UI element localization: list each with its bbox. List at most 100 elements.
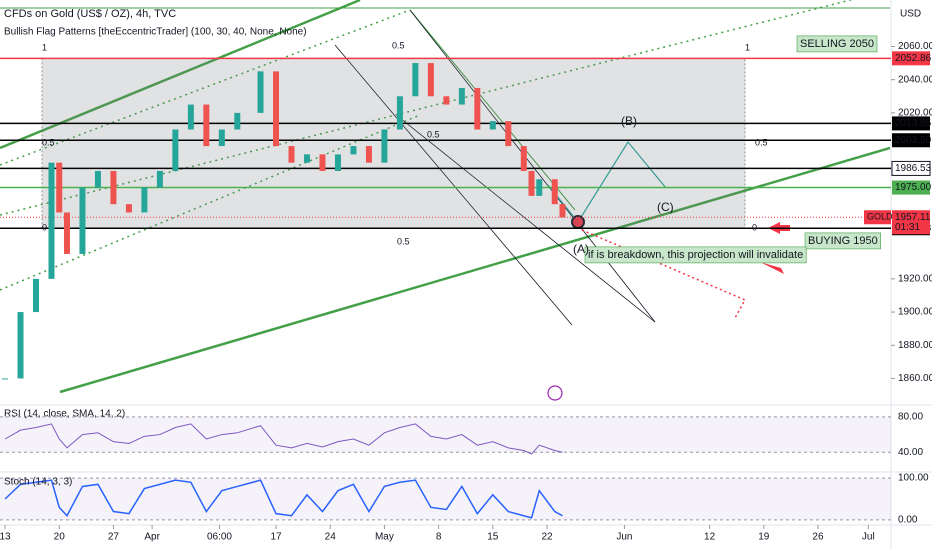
candle bbox=[381, 129, 388, 163]
x-tick-label: 19 bbox=[758, 532, 770, 543]
invalid-path bbox=[581, 229, 747, 319]
candle bbox=[520, 146, 527, 171]
candle bbox=[203, 104, 210, 147]
candle bbox=[33, 278, 40, 313]
chart-title: CFDs on Gold (US$ / OZ), 4h, TVC bbox=[4, 8, 176, 20]
wave-label: 0.5 bbox=[397, 236, 410, 246]
x-tick-label: 12 bbox=[704, 532, 716, 543]
candle bbox=[365, 146, 372, 163]
symbol: GOLD bbox=[867, 212, 893, 222]
annotation: SELLING 2050 bbox=[800, 38, 874, 50]
candle bbox=[218, 129, 225, 147]
x-tick-label: Apr bbox=[144, 532, 160, 543]
candle bbox=[48, 162, 55, 279]
candle bbox=[303, 154, 310, 163]
pane-band bbox=[0, 416, 891, 453]
arrow-line bbox=[409, 9, 656, 323]
annotation-box bbox=[796, 35, 878, 53]
candle bbox=[257, 71, 264, 113]
y-tick-label: 1900.00 bbox=[898, 307, 932, 318]
price-label-box bbox=[892, 51, 930, 66]
annotation-box bbox=[804, 232, 882, 250]
candle bbox=[551, 179, 558, 205]
channel-bottom bbox=[59, 146, 891, 394]
flag-box bbox=[41, 58, 746, 229]
y-tick-label: 2060.00 bbox=[898, 41, 932, 52]
y-tick-label: 100.00 bbox=[898, 473, 929, 484]
projection bbox=[577, 140, 667, 223]
wave-label: (C) bbox=[657, 200, 674, 214]
y-tick-label: 2020.00 bbox=[898, 108, 932, 119]
x-tick-label: 06:00 bbox=[207, 532, 232, 543]
rsi-line bbox=[4, 423, 563, 455]
candle bbox=[273, 71, 280, 147]
price-label-box bbox=[892, 116, 930, 131]
candle bbox=[412, 63, 419, 97]
candle bbox=[427, 63, 434, 97]
arrow-icon bbox=[760, 262, 784, 274]
price-label: 2013.65 bbox=[895, 118, 932, 129]
y-tick-label: 1860.00 bbox=[898, 373, 932, 384]
arrow-line bbox=[399, 117, 656, 323]
x-tick-label: 20 bbox=[54, 532, 66, 543]
candle bbox=[17, 312, 24, 379]
wave-label: 0.5 bbox=[42, 137, 55, 147]
stoch-name: Stoch (14, 3, 3) bbox=[4, 477, 72, 488]
candle bbox=[172, 129, 179, 171]
wave-label: 0.5 bbox=[427, 129, 440, 139]
last-price: 1957.11 bbox=[895, 212, 931, 223]
price-label: 1975.00 bbox=[895, 182, 932, 193]
x-tick-label: 26 bbox=[812, 532, 824, 543]
wave-label: 0 bbox=[752, 222, 757, 232]
x-tick-label: 27 bbox=[108, 532, 120, 543]
indicator-title: Bullish Flag Patterns [theEccentricTrade… bbox=[4, 27, 307, 38]
price-label-box bbox=[891, 160, 931, 176]
price-label: 2052.86 bbox=[895, 53, 932, 64]
x-tick-label: 24 bbox=[325, 532, 337, 543]
annotation: BUYING 1950 bbox=[808, 235, 878, 247]
candle bbox=[79, 187, 86, 254]
candle bbox=[94, 170, 101, 188]
x-tick-label: Jun bbox=[616, 532, 632, 543]
wave-label: 0.5 bbox=[392, 40, 405, 50]
wave-label: (B) bbox=[621, 114, 637, 128]
wave-label: 1 bbox=[745, 42, 750, 52]
candle bbox=[141, 187, 148, 213]
candle bbox=[2, 378, 9, 380]
candle bbox=[110, 170, 117, 205]
candle bbox=[528, 170, 535, 196]
candle bbox=[288, 146, 295, 163]
candle bbox=[63, 212, 70, 254]
flag-line bbox=[409, 9, 576, 211]
x-tick-label: 15 bbox=[487, 532, 499, 543]
currency: USD bbox=[900, 9, 921, 20]
countdown: 01:31 bbox=[895, 222, 920, 233]
candle bbox=[319, 154, 326, 171]
candle bbox=[474, 87, 481, 130]
wave-label: 1 bbox=[42, 42, 47, 52]
candle bbox=[56, 162, 63, 213]
stoch-line bbox=[4, 479, 563, 519]
dotted-line bbox=[0, 114, 421, 291]
candle bbox=[559, 204, 566, 218]
wave-label: 0.5 bbox=[755, 137, 768, 147]
x-tick-label: May bbox=[375, 532, 394, 543]
candle bbox=[187, 104, 194, 130]
y-tick-label: 1920.00 bbox=[898, 273, 932, 284]
candle bbox=[234, 112, 241, 130]
price-label: 1986.53 bbox=[895, 163, 932, 174]
symbol-box bbox=[864, 210, 891, 225]
candle bbox=[396, 96, 403, 130]
candle bbox=[458, 87, 465, 105]
price-label-box bbox=[892, 133, 930, 148]
x-tick-label: Jul bbox=[862, 532, 875, 543]
dotted-line bbox=[0, 9, 411, 166]
y-tick-label: 0.00 bbox=[898, 515, 918, 526]
x-tick-label: 8 bbox=[436, 532, 442, 543]
candle bbox=[536, 179, 543, 196]
rsi-name: RSI (14, close, SMA, 14, 2) bbox=[4, 409, 125, 420]
candle bbox=[125, 204, 132, 213]
